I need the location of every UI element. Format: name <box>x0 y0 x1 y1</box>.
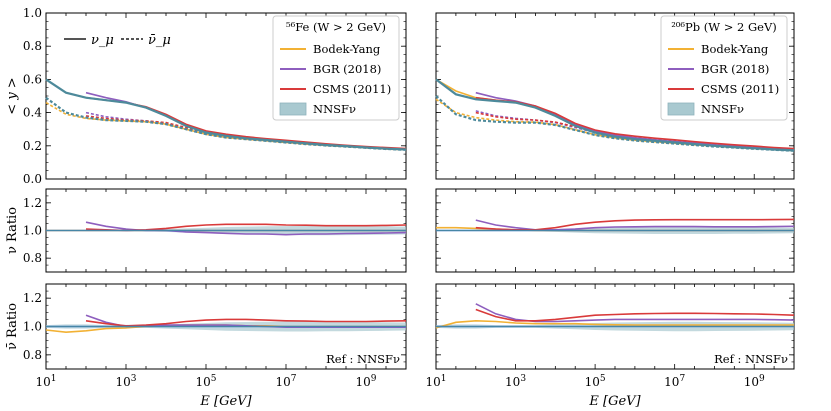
panel-0-ratio_nubar-axes: 0.8 1.0 1.2 101 103 105 107 109 E [GeV] <box>23 283 407 409</box>
x-tick-label: 107 <box>275 374 296 389</box>
y-tick-label: 1.0 <box>23 6 42 20</box>
line-nu-csms-2011- <box>475 96 795 150</box>
legend-entry: Bodek-Yang <box>313 42 381 56</box>
panel-0-ratio_nubar-series <box>45 314 407 334</box>
line-nu-nnsf- <box>435 78 795 152</box>
reference-label: Ref : NNSFν <box>714 352 788 366</box>
panel-1-ratio_nubar-axes: 101 103 105 107 109 E [GeV] <box>425 283 795 409</box>
y-tick-label: 0.2 <box>23 139 42 153</box>
ratio-line-bodek-yang <box>435 319 794 329</box>
y-tick-label: 0.8 <box>23 348 42 362</box>
y-tick-label: 1.2 <box>23 291 42 305</box>
line-nu-nnsf- <box>45 78 407 151</box>
y-axis-label: < y > <box>5 77 20 114</box>
legend-swatch-band <box>279 102 307 116</box>
y-tick-label: 1.0 <box>23 320 42 334</box>
ratio_nu-y-axis-label: ν Ratio <box>5 207 20 254</box>
panel-1-ratio_nu-series <box>436 218 795 234</box>
ratio-line-bgr-2018- <box>475 303 795 323</box>
legend-entry: BGR (2018) <box>313 62 381 76</box>
legend-entry: NNSFν <box>313 102 356 116</box>
panel-0-top-axes: 0.0 0.2 0.4 0.6 0.8 1.0 <box>23 6 407 186</box>
y-tick-label: 0.6 <box>23 72 42 86</box>
panel-0-top-series <box>45 78 407 151</box>
x-tick-label: 109 <box>355 374 376 389</box>
panel-0-legend: ⁵⁶Fe (W > 2 GeV) Bodek-Yang BGR (2018) CSMS… <box>272 15 400 121</box>
reference-label: Ref : NNSFν <box>326 352 400 366</box>
panel-0-ratio_nu-series <box>46 221 407 236</box>
legend-title: ²⁰⁶Pb (W > 2 GeV) <box>671 20 777 34</box>
ratio_nubar-y-axis-label: ν̄ Ratio <box>5 303 20 350</box>
y-tick-label: 0.8 <box>23 39 42 53</box>
ratio-line-csms-2011- <box>475 308 795 322</box>
style-legend: ν_μ ν̄_μ <box>64 33 171 48</box>
x-tick-label: 103 <box>505 374 526 389</box>
legend-box <box>272 15 400 121</box>
panel-1-top-series <box>435 78 795 152</box>
x-tick-label: 109 <box>744 374 765 389</box>
x-tick-label: 105 <box>195 374 216 389</box>
legend-swatch-band <box>667 102 695 116</box>
legend-title: ⁵⁶Fe (W > 2 GeV) <box>286 20 386 34</box>
y-tick-label: 1.0 <box>23 224 42 238</box>
x-axis-label: E [GeV] <box>588 394 641 409</box>
x-tick-label: 103 <box>115 374 136 389</box>
legend-entry: NNSFν <box>701 102 744 116</box>
x-axis-label: E [GeV] <box>199 394 252 409</box>
legend-box <box>660 15 788 121</box>
x-tick-label: 101 <box>35 374 56 389</box>
ratio-line-csms-2011- <box>85 318 407 327</box>
x-tick-label: 107 <box>664 374 685 389</box>
y-tick-label: 1.2 <box>23 196 42 210</box>
x-tick-label: 105 <box>585 374 606 389</box>
x-tick-label: 101 <box>425 374 446 389</box>
legend-nu-label: ν_μ <box>91 33 114 48</box>
y-tick-label: 0.4 <box>23 106 42 120</box>
y-tick-label: 0.8 <box>23 251 42 265</box>
y-tick-label: 0.0 <box>23 172 42 186</box>
line-nubar-nnsf- <box>435 95 795 152</box>
legend-entry: Bodek-Yang <box>701 42 769 56</box>
legend-nubar-label: ν̄_μ <box>148 33 171 48</box>
legend-entry: CSMS (2011) <box>313 82 391 96</box>
legend-entry: CSMS (2011) <box>701 82 779 96</box>
panel-1-legend: ²⁰⁶Pb (W > 2 GeV) Bodek-Yang BGR (2018) CSM… <box>660 15 788 121</box>
legend-entry: BGR (2018) <box>701 62 769 76</box>
panel-1-ratio_nubar-series <box>435 303 795 332</box>
